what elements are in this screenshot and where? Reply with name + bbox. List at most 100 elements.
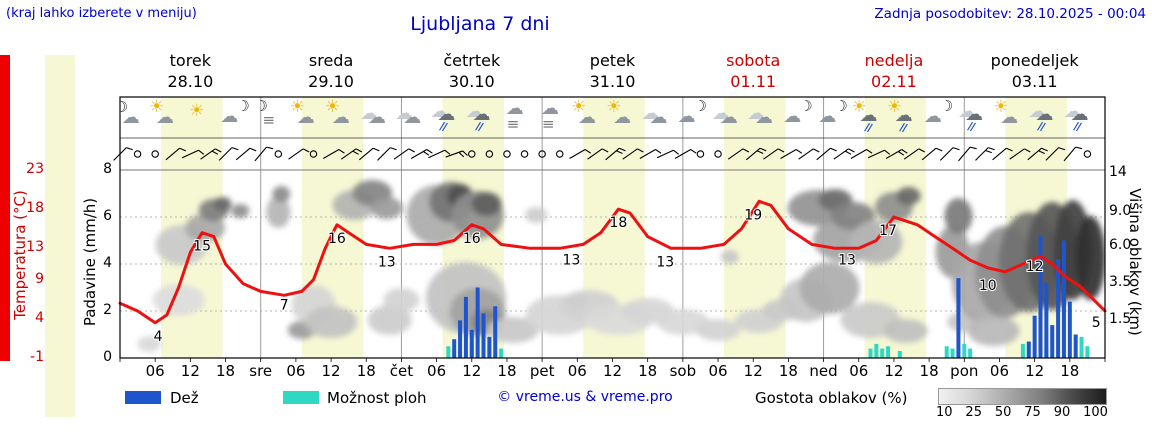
sun-icon: ☀ xyxy=(851,97,867,117)
cloud-icon: ☁ xyxy=(923,106,942,127)
day-date: 29.10 xyxy=(308,72,354,91)
rain-legend-label: Dež xyxy=(170,389,199,407)
weather-icon-cloud: ☁ ☁ xyxy=(639,99,673,137)
x-tick-label: 12 xyxy=(602,362,623,380)
x-tick-label: 12 xyxy=(884,362,904,380)
weather-icon-cloud: ☁ ☁ xyxy=(710,99,744,137)
day-name: sobota xyxy=(726,51,781,70)
x-tick-label: 12 xyxy=(743,362,763,380)
cloud-icon: ☁ xyxy=(783,106,802,127)
x-tick-label: 12 xyxy=(1025,362,1045,380)
sun-icon: ☀ xyxy=(324,97,341,117)
cloud-icon: ☁ xyxy=(755,107,773,128)
cloud-icon: ☁ xyxy=(121,107,140,128)
sun-icon: ☀ xyxy=(993,97,1009,117)
x-tick-label: 06 xyxy=(145,362,165,380)
fog-icon: ≡ xyxy=(506,115,521,133)
day-date: 01.11 xyxy=(730,72,777,91)
svg-text:4: 4 xyxy=(154,329,163,345)
showers-legend-label: Možnost ploh xyxy=(327,389,427,407)
cloudlight-icon: ☁ xyxy=(1028,101,1047,122)
cloud-height-tick: 14 xyxy=(1109,164,1127,180)
density-tick: 75 xyxy=(1024,405,1041,420)
svg-text:17: 17 xyxy=(879,223,897,239)
svg-text:13: 13 xyxy=(378,254,396,270)
cloudlight-icon: ☁ xyxy=(641,103,660,124)
sun-icon: ☀ xyxy=(886,97,902,117)
cloud-density-gradient xyxy=(938,388,1107,405)
day-name: četrtek xyxy=(443,51,501,70)
x-tick-label: 12 xyxy=(180,362,200,380)
svg-text:13: 13 xyxy=(563,252,581,268)
weather-icon-sun-shower: ☀ ☁// xyxy=(851,99,885,137)
weather-icon-cloud: ☁ ☁ xyxy=(358,99,392,137)
weather-icon-sun: ☀ xyxy=(182,99,216,137)
cloud-icon: ☁ xyxy=(818,106,837,127)
x-tick-label: 06 xyxy=(286,362,306,380)
cloud-height-tick: 9.0 xyxy=(1109,203,1132,219)
precip-tick: 0 xyxy=(103,349,112,365)
weather-icon-sun-cloud: ☀ ☁ xyxy=(288,99,322,137)
drops-icon: // xyxy=(1036,119,1046,134)
cloud-icon: ☁ xyxy=(649,107,668,128)
day-date: 30.10 xyxy=(448,72,495,91)
left-red-bar xyxy=(0,55,10,361)
weather-icon-fog-moon: ☽ ≡ xyxy=(253,99,287,137)
weather-icon-rain: ☁ ☁// xyxy=(428,99,462,137)
sun-icon: ☀ xyxy=(289,97,305,117)
weather-icon-rain: ☁ ☁// xyxy=(464,99,498,137)
x-tick-label: pon xyxy=(950,362,979,380)
page-title: Ljubljana 7 dni xyxy=(410,13,550,35)
moon-icon: ☽ xyxy=(236,97,250,115)
temperature-tick: 23 xyxy=(26,161,44,177)
sun-icon: ☀ xyxy=(571,97,587,117)
density-tick: 25 xyxy=(965,405,982,420)
x-tick-label: sob xyxy=(669,362,697,380)
weather-icon-cloud-moon: ☽ ☁ xyxy=(780,99,814,137)
weather-icon-sun-cloud: ☀ ☁ xyxy=(147,99,181,137)
day-header-petek: petek 31.10 xyxy=(548,50,678,92)
day-date: 28.10 xyxy=(167,72,214,91)
weather-icon-cloud-moon: ☽ ☁ xyxy=(921,99,955,137)
sun-icon: ☀ xyxy=(606,97,622,117)
day-date: 31.10 xyxy=(589,72,636,91)
precip-tick: 8 xyxy=(103,161,112,177)
weather-icon-sun-cloud: ☀ ☁ xyxy=(323,99,357,137)
moon-icon: ☽ xyxy=(834,97,848,115)
cloud-icon: ☁ xyxy=(155,107,174,128)
copyright-link[interactable]: © vreme.us & vreme.pro xyxy=(497,389,673,405)
day-name: nedelja xyxy=(864,51,924,70)
svg-text:13: 13 xyxy=(838,252,856,268)
precip-tick: 2 xyxy=(103,302,112,318)
day-header-nedelja: nedelja 02.11 xyxy=(829,50,959,92)
x-tick-label: 06 xyxy=(989,362,1009,380)
cloudlight-icon: ☁ xyxy=(711,103,730,124)
weather-icon-sun-cloud: ☀ ☁ xyxy=(991,99,1025,137)
svg-text:16: 16 xyxy=(463,231,481,247)
temperature-tick: 18 xyxy=(26,200,44,217)
svg-text:16: 16 xyxy=(328,231,346,247)
svg-text:15: 15 xyxy=(193,239,211,255)
cloud-height-tick: 6.0 xyxy=(1109,237,1132,253)
cloud-height-tick: 3.5 xyxy=(1109,274,1132,290)
left-yellow-bar xyxy=(45,55,75,417)
wind-barbs xyxy=(113,146,1092,162)
temperature-tick: 13 xyxy=(26,239,44,256)
weather-icon-moon-cloud: ☽ ☁ xyxy=(112,99,146,137)
x-tick-label: 18 xyxy=(778,362,798,380)
cloud-icon: ☁ xyxy=(1000,107,1019,128)
x-tick-label: 18 xyxy=(215,362,236,380)
weather-icon-cloud-moon: ☽ ☁ xyxy=(217,99,251,137)
moon-icon: ☽ xyxy=(693,97,708,115)
day-date: 02.11 xyxy=(871,72,917,91)
x-tick-label: 06 xyxy=(567,362,587,380)
weather-icon-cloud: ☁ ☁ xyxy=(393,99,427,137)
x-tick-label: 18 xyxy=(638,362,658,380)
svg-text:18: 18 xyxy=(609,215,627,231)
svg-text:5: 5 xyxy=(1092,315,1101,331)
cloud-icon: ☁ xyxy=(505,98,524,119)
svg-text:13: 13 xyxy=(656,254,674,270)
x-tick-label: pet xyxy=(529,362,555,380)
clouddark-icon: ☁ xyxy=(1035,104,1054,125)
